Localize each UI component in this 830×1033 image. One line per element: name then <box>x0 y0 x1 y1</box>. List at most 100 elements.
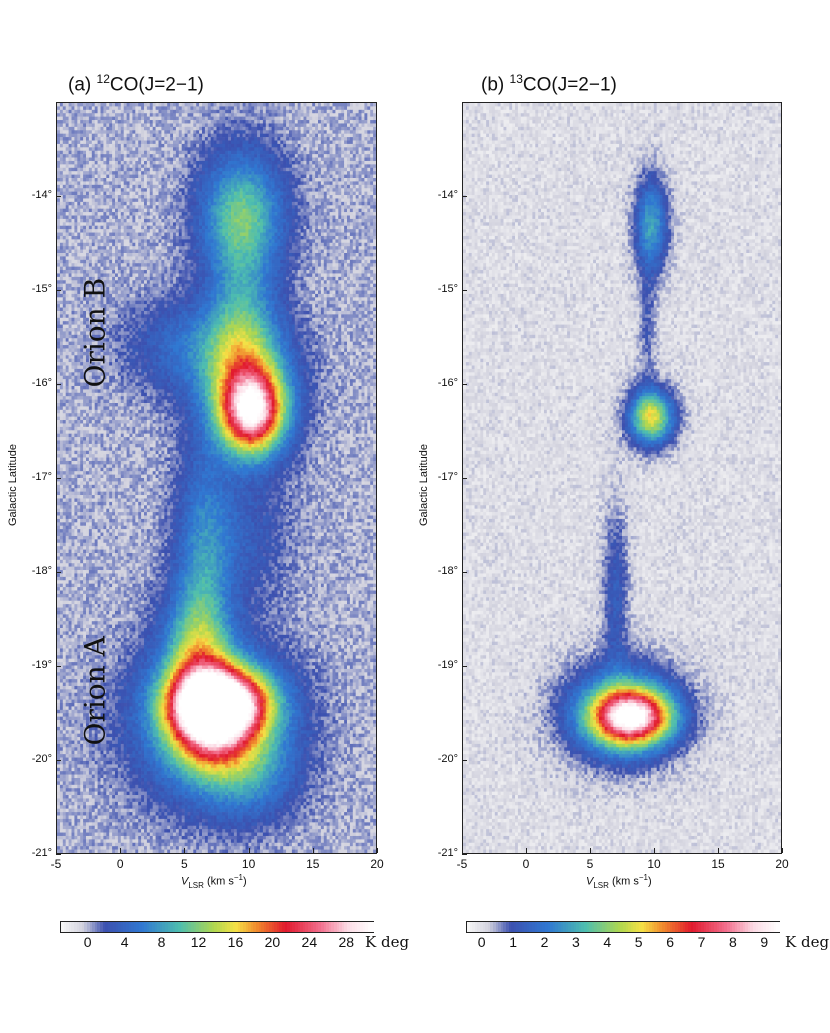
x-label-a-close: ) <box>243 876 247 888</box>
b-colorbar-cell <box>565 922 570 932</box>
b-colorbar-cell <box>753 922 757 932</box>
b-colorbar-cell <box>571 922 575 932</box>
b-colorbar-cell <box>542 922 546 932</box>
a-colorbar-cell <box>282 922 286 932</box>
b-colorbar-cell <box>688 922 692 932</box>
a-colorbar-cell <box>63 922 67 932</box>
a-colorbar-tick: 0 <box>73 934 103 950</box>
b-colorbar-cell <box>467 922 471 932</box>
a-colorbar-cell <box>79 922 83 932</box>
panel-b-line: CO(J=2−1) <box>523 74 617 95</box>
a-colorbar-cell <box>133 922 138 932</box>
b-colorbar-cell <box>607 922 611 932</box>
a-y-tick-mark <box>56 384 61 385</box>
a-colorbar-cell <box>89 922 93 932</box>
a-colorbar-cell <box>308 922 312 932</box>
b-y-tick-mark <box>462 572 467 573</box>
b-colorbar-cell <box>742 922 746 932</box>
a-x-tick-mark <box>312 848 314 853</box>
b-colorbar-cell <box>734 922 739 932</box>
b-colorbar-tick: 2 <box>530 934 560 950</box>
b-colorbar-cell <box>698 922 702 932</box>
b-y-tick-mark <box>462 384 467 385</box>
a-colorbar-cell <box>172 922 177 932</box>
b-colorbar-cell <box>498 922 502 932</box>
b-colorbar-tick: 4 <box>592 934 622 950</box>
a-colorbar-cell <box>167 922 171 932</box>
b-colorbar-cell <box>669 922 674 932</box>
a-colorbar-cell <box>87 922 91 932</box>
b-colorbar-cell <box>716 922 720 932</box>
b-colorbar-cell <box>578 922 583 932</box>
b-colorbar-cell <box>550 922 554 932</box>
b-colorbar-cell <box>732 922 736 932</box>
b-y-tick-mark <box>462 290 467 291</box>
a-colorbar-cell <box>224 922 229 932</box>
b-colorbar-tick: 1 <box>498 934 528 950</box>
a-colorbar-cell <box>94 922 99 932</box>
colorbar-a <box>60 921 374 933</box>
b-x-tick-mark <box>782 848 783 853</box>
b-x-tick: 5 <box>575 857 605 871</box>
b-x-tick: 15 <box>703 857 733 871</box>
a-colorbar-cell <box>318 922 322 932</box>
x-label-a-sub: LSR <box>188 881 204 890</box>
b-colorbar-cell <box>643 922 648 932</box>
a-colorbar-cell <box>362 922 366 932</box>
a-colorbar-cell <box>370 922 374 932</box>
b-colorbar-cell <box>487 922 492 932</box>
a-x-tick-mark <box>377 848 378 853</box>
b-colorbar-tick: 6 <box>655 934 685 950</box>
b-colorbar-cell <box>755 922 759 932</box>
b-colorbar-cell <box>654 922 658 932</box>
a-colorbar-cell <box>349 922 353 932</box>
a-colorbar-cell <box>97 922 101 932</box>
a-colorbar-cell <box>201 922 205 932</box>
b-colorbar-cell <box>638 922 642 932</box>
b-colorbar-cell <box>490 922 494 932</box>
b-colorbar-cell <box>584 922 588 932</box>
x-label-b-v: V <box>586 876 593 888</box>
y-axis-label-b: Galactic Latitude <box>418 426 430 526</box>
b-x-tick-mark <box>590 848 591 853</box>
a-colorbar-cell <box>170 922 174 932</box>
a-colorbar-cell <box>198 922 203 932</box>
a-colorbar-cell <box>123 922 127 932</box>
a-colorbar-tick: 20 <box>257 934 287 950</box>
a-colorbar-cell <box>196 922 200 932</box>
b-colorbar-cell <box>766 922 770 932</box>
a-y-tick-mark <box>56 760 61 761</box>
a-colorbar-cell <box>92 922 96 932</box>
a-colorbar-tick: 16 <box>220 934 250 950</box>
b-colorbar-cell <box>758 922 762 932</box>
b-colorbar-cell <box>555 922 559 932</box>
a-x-tick: 5 <box>169 857 199 871</box>
panel-b-label: (b) <box>481 74 504 95</box>
a-y-tick: -21° <box>16 847 52 859</box>
b-y-tick: -17° <box>422 471 458 483</box>
a-colorbar-cell <box>344 922 348 932</box>
a-colorbar-cell <box>81 922 86 932</box>
b-colorbar-cell <box>591 922 596 932</box>
a-colorbar-cell <box>256 922 260 932</box>
b-colorbar-cell <box>685 922 689 932</box>
b-colorbar-cell <box>482 922 486 932</box>
a-colorbar-cell <box>71 922 75 932</box>
a-colorbar-cell <box>271 922 275 932</box>
x-label-a-unit: (km s <box>204 876 234 888</box>
b-colorbar-cell <box>737 922 741 932</box>
a-colorbar-tick: 12 <box>184 934 214 950</box>
b-colorbar-cell <box>649 922 653 932</box>
b-colorbar-cell <box>675 922 679 932</box>
a-colorbar-cell <box>180 922 184 932</box>
a-colorbar-cell <box>295 922 299 932</box>
b-colorbar-cell <box>586 922 590 932</box>
a-colorbar-cell <box>279 922 283 932</box>
b-colorbar-cell <box>646 922 650 932</box>
b-x-tick-mark <box>718 848 719 853</box>
b-colorbar-cell <box>469 922 473 932</box>
b-colorbar-cell <box>597 922 601 932</box>
a-colorbar-cell <box>188 922 192 932</box>
panel-a-title: (a) 12CO(J=2−1) <box>68 72 204 96</box>
b-colorbar-cell <box>610 922 614 932</box>
